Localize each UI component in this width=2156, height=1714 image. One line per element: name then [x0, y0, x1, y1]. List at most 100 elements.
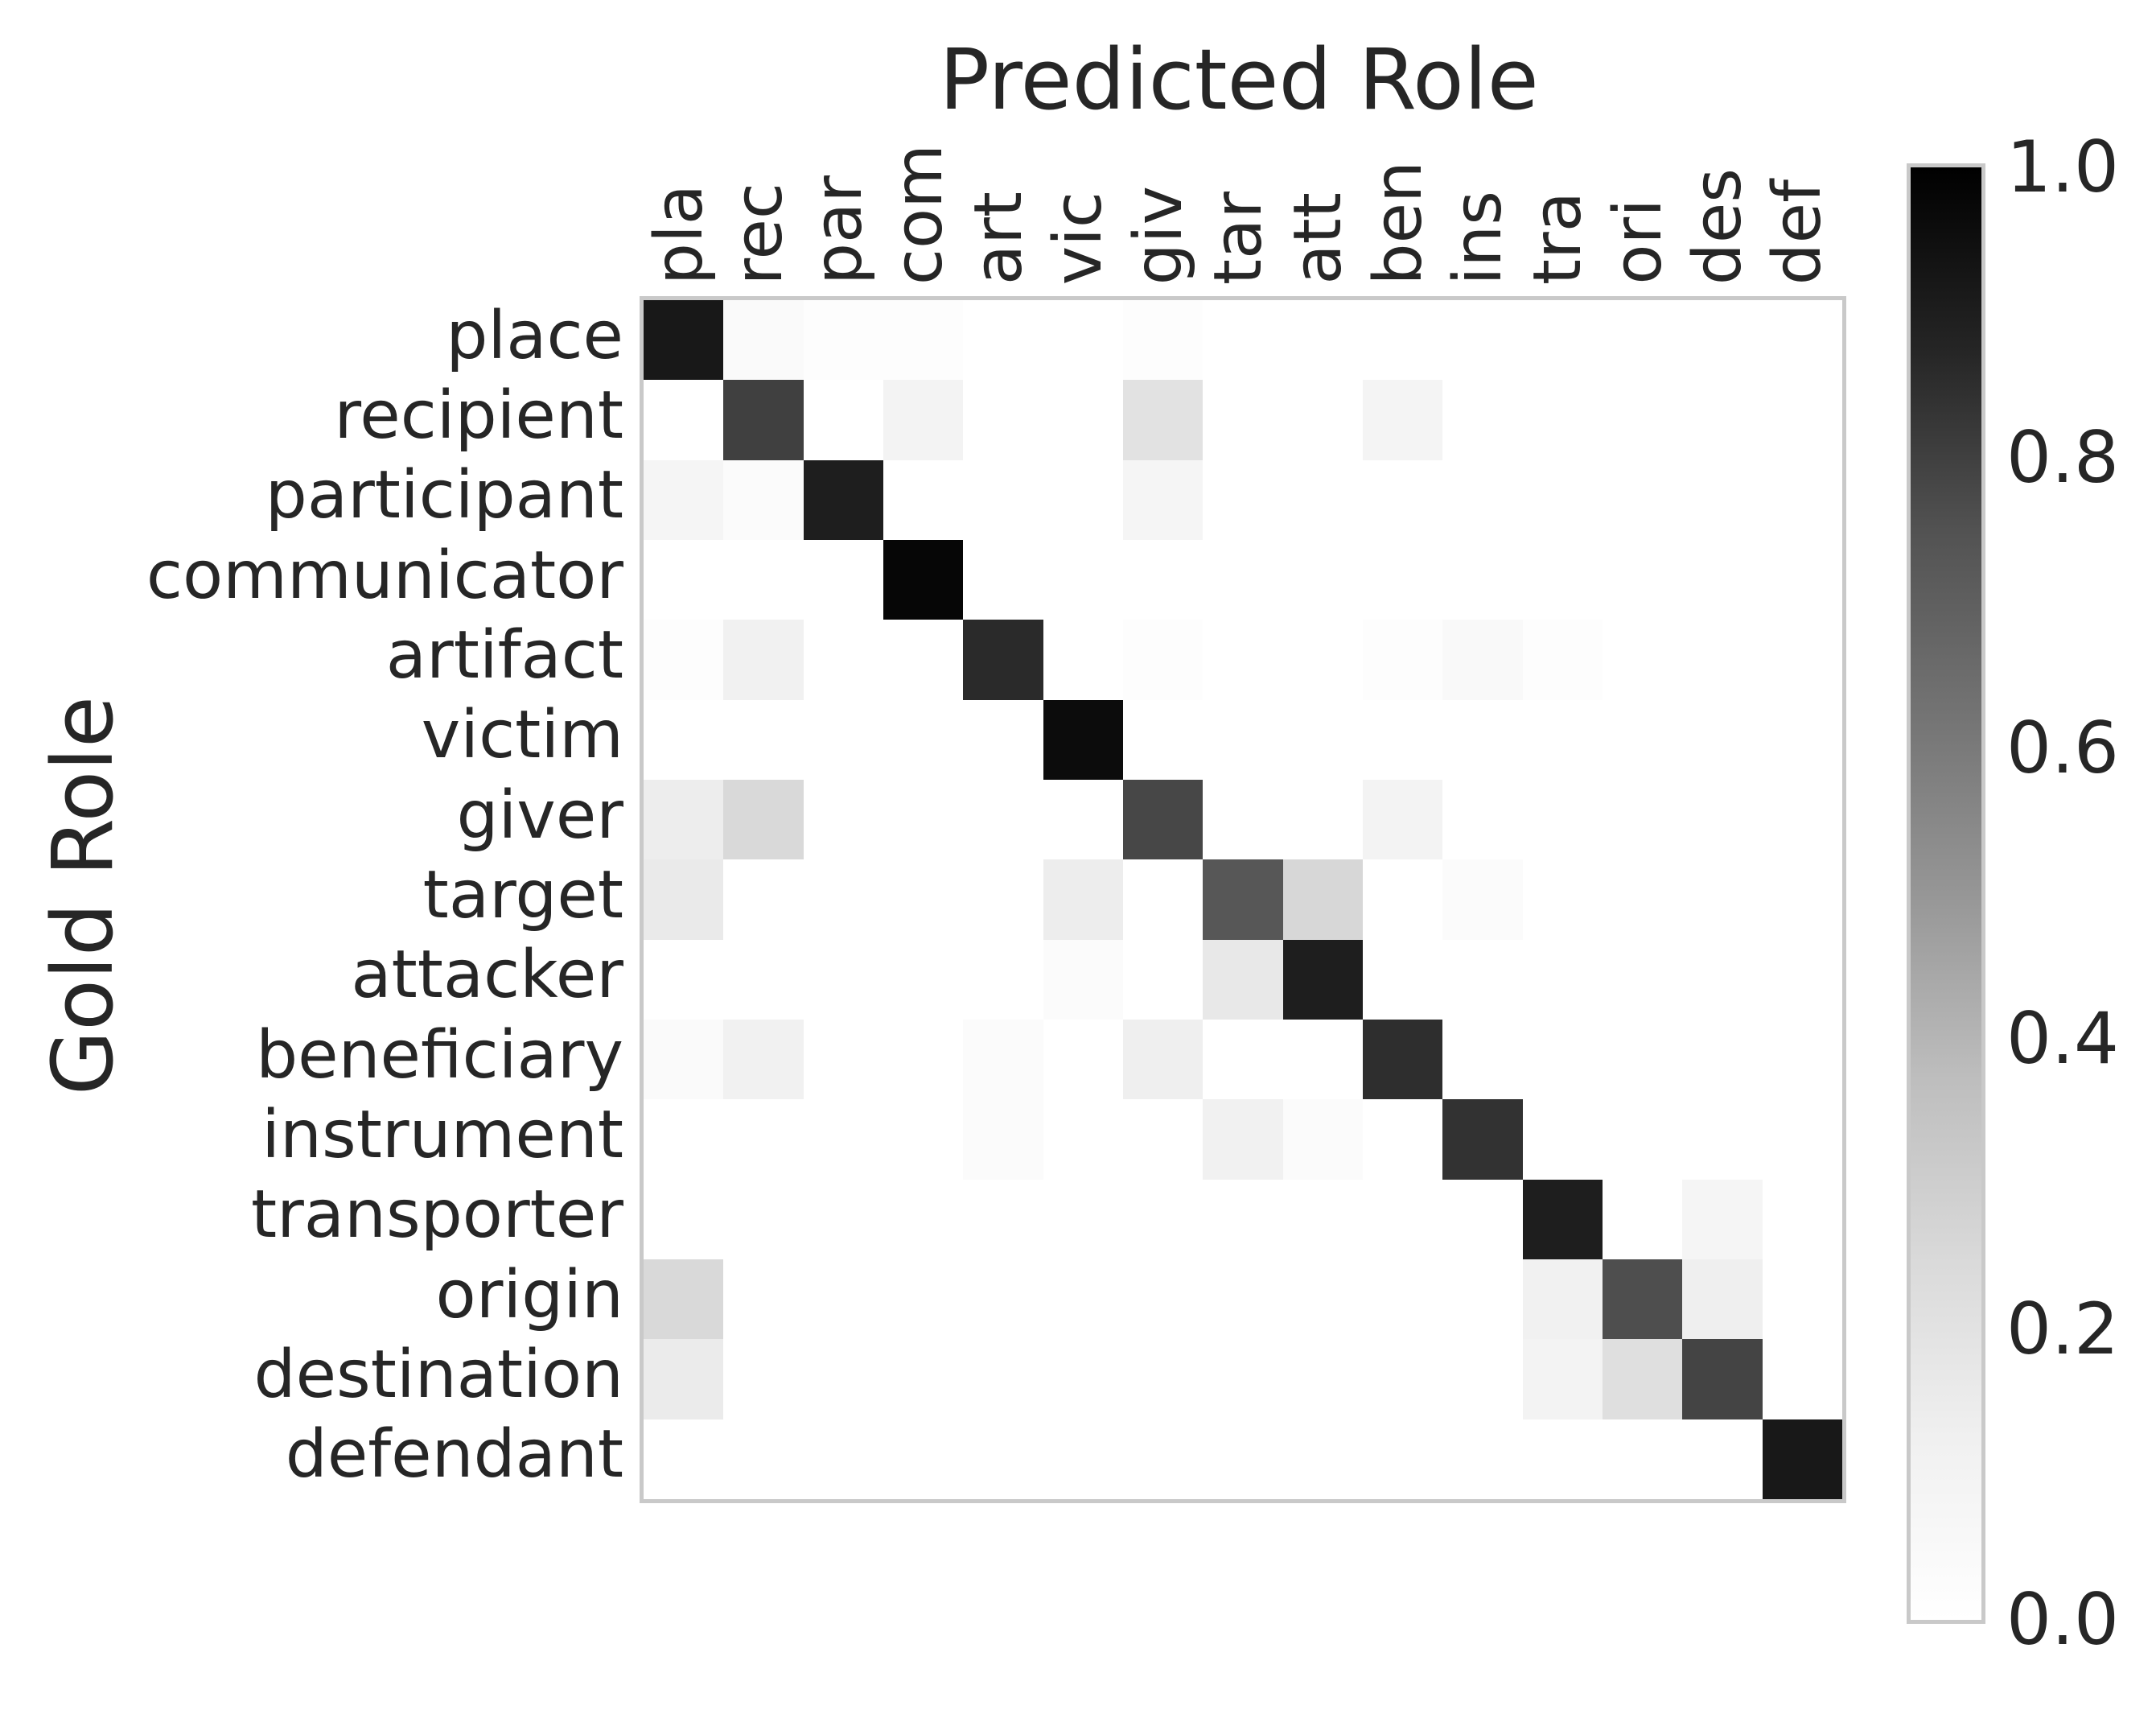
heatmap-cell: [1123, 939, 1203, 1020]
heatmap-cell: [1682, 1419, 1763, 1499]
heatmap-cell: [1682, 780, 1763, 860]
heatmap-cell: [1522, 699, 1603, 780]
heatmap-cell: [1043, 1179, 1123, 1259]
heatmap-cell: [963, 540, 1043, 620]
y-tick-label: target: [422, 856, 623, 933]
y-tick-label: instrument: [261, 1096, 623, 1173]
heatmap-cell: [1123, 620, 1203, 700]
heatmap-cell: [1603, 1020, 1683, 1100]
heatmap-cell: [1762, 1339, 1842, 1419]
heatmap-cell: [1203, 699, 1283, 780]
y-tick-label: place: [446, 297, 623, 374]
heatmap-cell: [1522, 1259, 1603, 1340]
heatmap-cell: [1203, 459, 1283, 540]
heatmap-cell: [1363, 380, 1443, 460]
heatmap-cell: [723, 1259, 804, 1340]
heatmap-cell: [1762, 780, 1842, 860]
y-tick-label: artifact: [385, 616, 623, 694]
heatmap-cell: [883, 859, 964, 940]
x-tick-label: art: [959, 0, 1039, 285]
heatmap-cell: [644, 540, 724, 620]
heatmap-cell: [963, 1099, 1043, 1180]
heatmap-cell: [1043, 620, 1123, 700]
x-tick-label: tra: [1519, 0, 1598, 285]
y-tick-label: participant: [265, 457, 623, 534]
heatmap-cell: [1442, 939, 1523, 1020]
y-tick-label: transporter: [250, 1176, 623, 1254]
heatmap-cell: [1603, 1179, 1683, 1259]
heatmap-cell: [1203, 939, 1283, 1020]
x-tick-label-text: tra: [1520, 191, 1597, 285]
heatmap-cell: [1282, 1339, 1363, 1419]
heatmap-cell: [1442, 380, 1523, 460]
x-tick-label: ins: [1438, 0, 1518, 285]
heatmap-cell: [803, 780, 883, 860]
heatmap-cell: [883, 1259, 964, 1340]
heatmap-cell: [1682, 699, 1763, 780]
heatmap-cell: [1603, 1099, 1683, 1180]
heatmap-cell: [1682, 620, 1763, 700]
heatmap-cell: [1282, 1020, 1363, 1100]
heatmap-cell: [1762, 380, 1842, 460]
heatmap-cell: [803, 699, 883, 780]
y-tick-label: origin: [435, 1256, 623, 1333]
heatmap-cell: [963, 699, 1043, 780]
heatmap-cell: [1442, 1339, 1523, 1419]
heatmap-cell: [1682, 459, 1763, 540]
heatmap-cell: [883, 780, 964, 860]
heatmap-cell: [963, 1179, 1043, 1259]
colorbar-tick-label: 0.4: [2006, 997, 2119, 1080]
heatmap-cell: [723, 300, 804, 381]
heatmap-cell: [1442, 859, 1523, 940]
heatmap-cell: [1282, 859, 1363, 940]
heatmap-cell: [1043, 939, 1123, 1020]
heatmap-cell: [1522, 300, 1603, 381]
heatmap-cell: [883, 380, 964, 460]
heatmap-cell: [723, 939, 804, 1020]
x-tick-label: pla: [640, 0, 719, 285]
heatmap-cell: [1522, 380, 1603, 460]
heatmap-cell: [723, 620, 804, 700]
heatmap-cell: [1043, 380, 1123, 460]
colorbar: [1907, 163, 1985, 1624]
heatmap-cell: [1043, 1419, 1123, 1499]
y-tick-label: recipient: [334, 377, 623, 454]
heatmap-cell: [1123, 1259, 1203, 1340]
heatmap-cell: [1043, 1339, 1123, 1419]
heatmap-cell: [1282, 459, 1363, 540]
x-tick-label-text: def: [1759, 179, 1837, 285]
heatmap-cell: [1762, 459, 1842, 540]
heatmap-cell: [1282, 1419, 1363, 1499]
heatmap-cell: [1282, 1259, 1363, 1340]
heatmap-cell: [1043, 1259, 1123, 1340]
heatmap-cell: [963, 1020, 1043, 1100]
heatmap-cell: [803, 939, 883, 1020]
heatmap-cell: [644, 859, 724, 940]
heatmap-cell: [803, 620, 883, 700]
colorbar-tick-label: 0.2: [2006, 1288, 2119, 1370]
x-axis-title: Predicted Role: [939, 31, 1539, 129]
x-tick-label: giv: [1119, 0, 1199, 285]
heatmap-cell: [963, 859, 1043, 940]
heatmap-cell: [963, 620, 1043, 700]
heatmap-cell: [1442, 540, 1523, 620]
heatmap-cell: [1682, 300, 1763, 381]
heatmap-cell: [883, 939, 964, 1020]
heatmap-cell: [1522, 939, 1603, 1020]
heatmap-cell: [1203, 859, 1283, 940]
x-tick-label-text: art: [960, 191, 1037, 285]
heatmap-cell: [1282, 1179, 1363, 1259]
heatmap-cell: [883, 1419, 964, 1499]
heatmap-cell: [1603, 620, 1683, 700]
heatmap-cell: [644, 1179, 724, 1259]
heatmap-cell: [723, 1339, 804, 1419]
heatmap-cell: [1363, 859, 1443, 940]
heatmap-cell: [1522, 1020, 1603, 1100]
x-tick-label-text: par: [800, 175, 878, 285]
heatmap-cell: [1762, 620, 1842, 700]
x-tick-label: par: [800, 0, 879, 285]
heatmap-cell: [883, 1099, 964, 1180]
heatmap-cell: [1043, 859, 1123, 940]
heatmap-cell: [803, 540, 883, 620]
heatmap-cell: [1442, 1259, 1523, 1340]
